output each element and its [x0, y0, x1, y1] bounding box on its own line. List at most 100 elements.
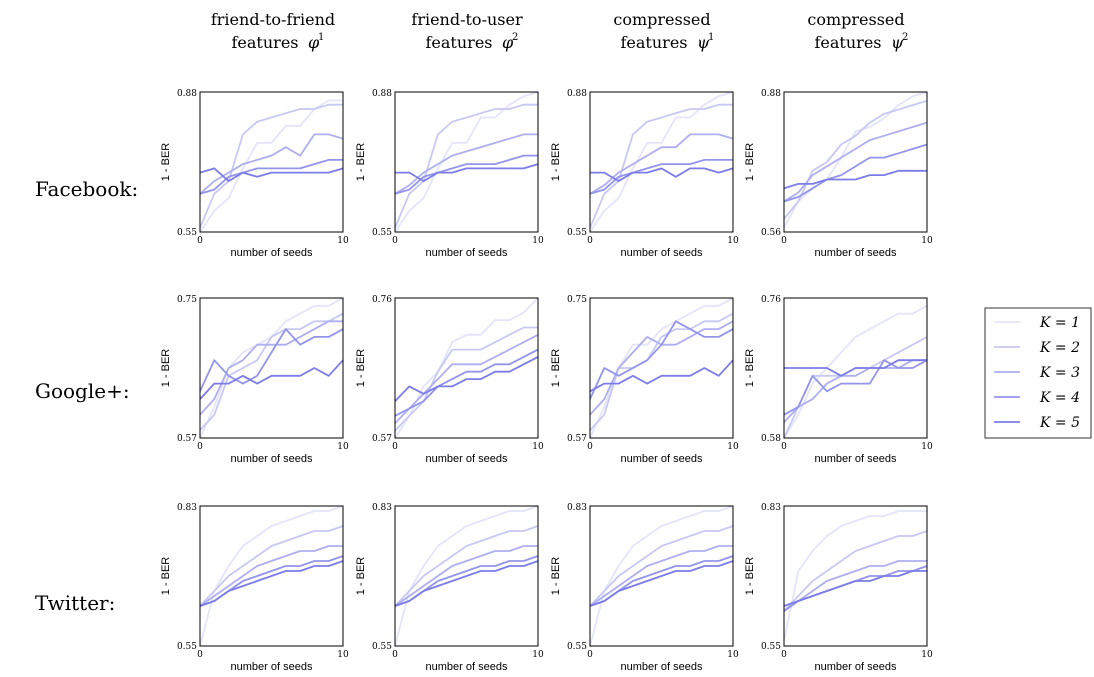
y-tick-label-top: 0.76	[372, 295, 392, 305]
y-tick-label-top: 0.88	[567, 89, 587, 99]
series-line-k3	[394, 334, 539, 424]
y-tick-label-bottom: 0.57	[177, 434, 197, 444]
plot-frame	[783, 91, 928, 233]
series-line-k4	[199, 328, 344, 392]
plot-frame	[394, 297, 539, 439]
panel-r2-c2: 0.76 0.570 10 number of seeds 1 - BER	[355, 295, 544, 465]
series-line-k4	[783, 359, 928, 416]
series-line-k1	[199, 505, 344, 647]
series-line-k4	[394, 154, 538, 195]
y-axis-label: 1 - BER	[160, 143, 172, 182]
y-axis-label: 1 - BER	[744, 557, 756, 596]
y-axis-label: 1 - BER	[355, 143, 367, 182]
legend: K = 1 K = 2 K = 3 K = 4 K = 5	[984, 307, 1092, 439]
series-line-k2	[783, 99, 928, 220]
y-axis-label: 1 - BER	[355, 557, 367, 596]
x-tick-label-left: 0	[781, 650, 787, 660]
series-line-k3	[199, 133, 344, 195]
series-line-k2	[199, 312, 344, 431]
series-line-k2	[199, 103, 343, 229]
y-axis-label: 1 - BER	[550, 143, 562, 182]
series-line-k3	[394, 133, 538, 195]
series-line-k3	[783, 560, 927, 612]
x-tick-label-left: 0	[392, 236, 398, 246]
col-title-4-symbol: ψ	[891, 33, 904, 52]
legend-label-k4: K = 4	[1039, 390, 1080, 406]
series-line-k5	[590, 167, 734, 183]
series-line-k2	[589, 103, 733, 229]
x-tick-label-left: 0	[587, 650, 593, 660]
x-axis-label: number of seeds	[815, 661, 897, 673]
x-tick-label-left: 0	[197, 442, 203, 452]
y-tick-label-top: 0.76	[761, 295, 781, 305]
plot-frame	[589, 91, 734, 233]
y-tick-label-top: 0.88	[372, 89, 392, 99]
col-title-1-sup: 1	[318, 32, 324, 43]
series-line-k5	[783, 169, 927, 190]
legend-label-k5: K = 5	[1039, 415, 1080, 431]
col-title-2-line1: friend-to-user	[411, 10, 523, 29]
series-line-k5	[394, 560, 539, 607]
series-line-k2	[394, 326, 538, 432]
x-tick-label-left: 0	[781, 236, 787, 246]
row-label-facebook: Facebook:	[35, 177, 138, 201]
plot-frame	[589, 297, 734, 439]
panel-r1-c4: 0.88 0.560 10 number of seeds 1 - BER	[744, 89, 933, 259]
series-line-k1	[199, 99, 343, 233]
legend-box	[984, 307, 1092, 439]
x-axis-label: number of seeds	[426, 247, 508, 259]
x-tick-label-right: 10	[532, 442, 544, 452]
y-axis-label: 1 - BER	[160, 349, 172, 388]
x-axis-label: number of seeds	[231, 247, 313, 259]
x-tick-label-left: 0	[197, 236, 203, 246]
series-line-k4	[199, 555, 344, 607]
col-title-1-line2: features	[232, 33, 299, 52]
panel-r1-c1: 0.88 0.550 10 number of seeds 1 - BER	[160, 89, 349, 259]
series-line-k1	[589, 91, 734, 233]
series-line-k5	[784, 359, 927, 377]
x-tick-label-right: 10	[337, 442, 349, 452]
series-line-k2	[783, 336, 928, 439]
x-tick-label-left: 0	[197, 650, 203, 660]
series-line-k3	[394, 545, 538, 607]
series-line-k4	[394, 348, 539, 417]
y-tick-label-top: 0.88	[761, 89, 781, 99]
col-title-4-line2: features	[815, 33, 882, 52]
y-tick-label-top: 0.88	[177, 89, 197, 99]
y-axis-label: 1 - BER	[744, 143, 756, 182]
y-tick-label-bottom: 0.55	[177, 228, 197, 238]
x-tick-label-left: 0	[392, 650, 398, 660]
y-tick-label-bottom: 0.55	[761, 642, 781, 652]
plot-frame	[394, 505, 539, 647]
series-line-k1	[783, 510, 927, 642]
series-line-k4	[394, 555, 539, 607]
x-tick-label-right: 10	[727, 442, 739, 452]
y-tick-label-top: 0.83	[761, 503, 781, 513]
x-axis-label: number of seeds	[815, 453, 897, 465]
series-line-k1	[589, 297, 734, 439]
x-tick-label-right: 10	[532, 650, 544, 660]
y-axis-label: 1 - BER	[744, 349, 756, 388]
col-title-2-sup: 2	[512, 32, 518, 43]
y-tick-label-bottom: 0.55	[372, 228, 392, 238]
series-line-k2	[394, 103, 538, 229]
panel-r2-c4: 0.76 0.580 10 number of seeds 1 - BER	[744, 295, 933, 465]
x-tick-label-right: 10	[727, 236, 739, 246]
x-axis-label: number of seeds	[231, 661, 313, 673]
series-line-k2	[783, 530, 928, 612]
col-title-4-sup: 2	[902, 32, 908, 43]
series-line-k4	[199, 158, 343, 195]
series-line-k4	[589, 158, 733, 195]
col-title-3-line2: features	[621, 33, 688, 52]
series-line-k5	[395, 163, 539, 183]
x-tick-label-left: 0	[392, 442, 398, 452]
series-line-k1	[394, 91, 539, 233]
y-axis-label: 1 - BER	[550, 349, 562, 388]
col-title-3-symbol: ψ	[697, 33, 710, 52]
panel-r3-c2: 0.83 0.550 10 number of seeds 1 - BER	[355, 503, 544, 673]
series-line-k3	[783, 359, 927, 424]
plot-frame	[199, 297, 344, 439]
series-line-k4	[783, 143, 928, 203]
x-tick-label-right: 10	[921, 236, 933, 246]
x-axis-label: number of seeds	[426, 661, 508, 673]
